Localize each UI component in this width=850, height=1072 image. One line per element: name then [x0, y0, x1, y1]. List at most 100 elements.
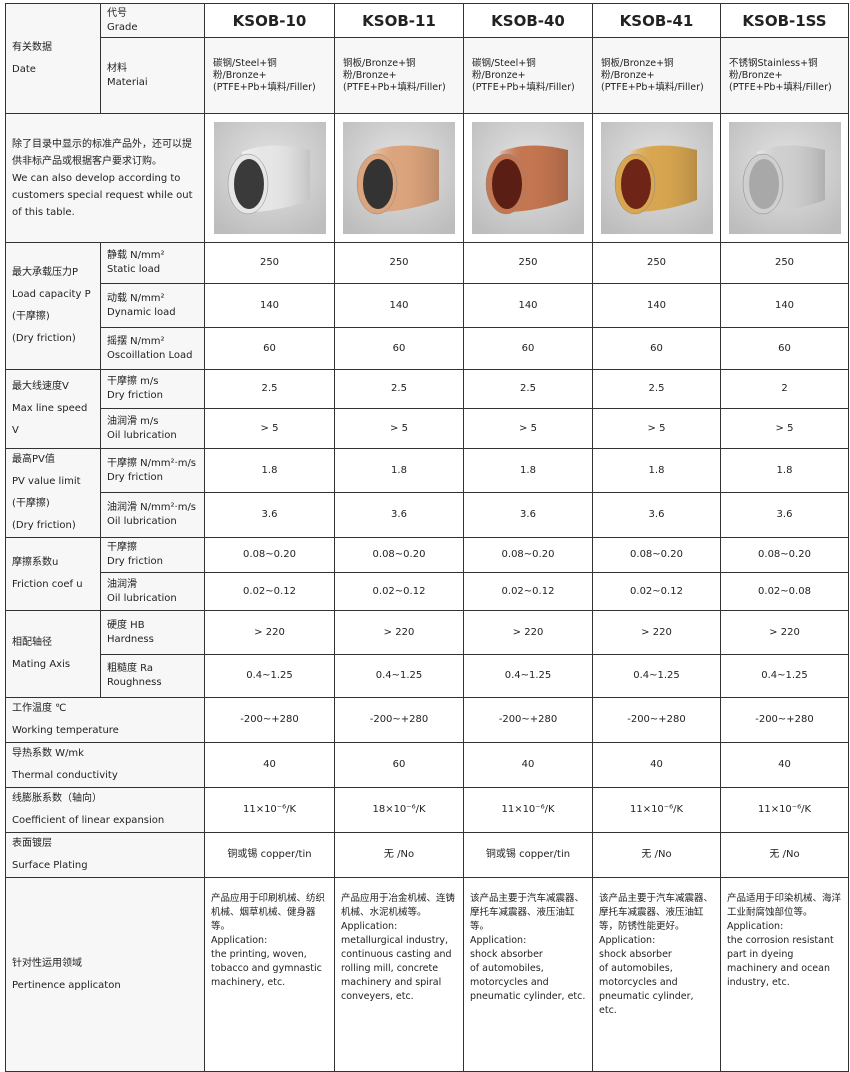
- product-grade: KSOB-11: [334, 3, 464, 38]
- bearing-image: [728, 122, 841, 234]
- value-cell: 0.02~0.12: [204, 572, 335, 611]
- table-row: 油润滑 N/mm²·m/s Oil lubrication 3.6 3.6 3.6 3.6…: [6, 492, 849, 538]
- value-cell: > 5: [334, 408, 464, 449]
- value-cell: 1.8: [592, 448, 721, 493]
- product-grade: KSOB-10: [204, 3, 335, 38]
- row-label: 工作温度 ℃ Working temperature: [5, 697, 205, 743]
- table-row: 摇摆 N/mm² Oscoillation Load 60 60 60 60 60: [6, 327, 849, 370]
- sub-label: 油润滑 N/mm²·m/s Oil lubrication: [100, 492, 205, 538]
- label-text: Static load: [107, 264, 161, 275]
- label-text: 线膨胀系数（轴向）: [12, 793, 102, 804]
- label-text: 动载 N/mm²: [107, 292, 165, 304]
- value-cell: 3.6: [204, 492, 335, 538]
- value-cell: 250: [463, 242, 593, 284]
- custom-order-note: 除了目录中显示的标准产品外，还可以提供非标产品或根据客户要求订购。 We can …: [5, 113, 205, 243]
- label-text: 最高PV值: [12, 454, 55, 465]
- value-cell: 1.8: [720, 448, 849, 493]
- value-cell: 0.4~1.25: [720, 654, 849, 698]
- product-material: 铜板/Bronze+铜粉/Bronze+(PTFE+Pb+填料/Filler): [334, 37, 464, 114]
- value-cell: 2: [720, 369, 849, 409]
- value-cell: 0.02~0.12: [463, 572, 593, 611]
- label-text: 相配轴径: [12, 637, 52, 648]
- bearing-image: [472, 122, 584, 234]
- value-cell: 60: [463, 327, 593, 370]
- label-text: Roughness: [107, 677, 162, 688]
- table-row: 油润滑 m/s Oil lubrication > 5 > 5 > 5 > 5 > 5: [6, 408, 849, 449]
- label-text: Coefficient of linear expansion: [12, 815, 165, 826]
- group-label: 最大线速度V Max line speed V: [5, 369, 101, 449]
- value-cell: 60: [592, 327, 721, 370]
- value-cell: -200~+280: [720, 697, 849, 743]
- label-text: Dry friction: [107, 471, 163, 483]
- label-text: 有关数据: [12, 41, 52, 53]
- value-cell: 140: [334, 283, 464, 328]
- grade-label: 代号 Grade: [100, 3, 205, 38]
- label-text: 油润滑: [107, 578, 137, 590]
- label-text: Oil lubrication: [107, 516, 177, 527]
- value-cell: -200~+280: [592, 697, 721, 743]
- material-label: 材料 Materiai: [100, 37, 205, 114]
- table-row: 最大承载压力P Load capacity P (干摩擦) (Dry friction…: [5, 242, 849, 370]
- value-cell: 1.8: [204, 448, 335, 493]
- bearing-image: [600, 122, 713, 234]
- product-image: [720, 113, 849, 243]
- label-text: 静载 N/mm²: [107, 250, 165, 261]
- value-cell: 11×10⁻⁶/K: [204, 787, 335, 833]
- table-row: 针对性运用领域 Pertinence applicaton 产品应用于印刷机械、纺织…: [5, 877, 849, 1072]
- value-cell: > 220: [334, 610, 464, 655]
- label-text: Dry friction: [107, 390, 163, 401]
- value-cell: 2.5: [592, 369, 721, 409]
- value-cell: 0.08~0.20: [463, 537, 593, 573]
- value-cell: 140: [720, 283, 849, 328]
- value-cell: 0.4~1.25: [592, 654, 721, 698]
- value-cell: 11×10⁻⁶/K: [592, 787, 721, 833]
- bearing-image: [213, 122, 326, 234]
- product-material: 碳钢/Steel+铜粉/Bronze+(PTFE+Pb+填料/Filler): [204, 37, 335, 114]
- table-row: 有关数据 Date 代号 Grade KSOB-10 KSOB-11 KSOB-40 KSOB…: [5, 3, 849, 114]
- label-text: Dynamic load: [107, 306, 176, 318]
- label-text: Max line speed V: [12, 403, 88, 436]
- label-text: Date: [12, 63, 36, 75]
- value-cell: 140: [463, 283, 593, 328]
- label-text: 摩擦系数u: [12, 557, 59, 568]
- label-text: PV value limit: [12, 476, 81, 487]
- product-image: [463, 113, 593, 243]
- value-cell: 11×10⁻⁶/K: [720, 787, 849, 833]
- product-material: 铜板/Bronze+铜粉/Bronze+(PTFE+Pb+填料/Filler): [592, 37, 721, 114]
- value-cell: 2.5: [463, 369, 593, 409]
- value-cell: 250: [720, 242, 849, 284]
- table-row: 粗糙度 Ra Roughness 0.4~1.25 0.4~1.25 0.4~1.25 0…: [6, 654, 849, 698]
- sub-label: 干摩擦 Dry friction: [100, 537, 205, 573]
- value-cell: > 220: [720, 610, 849, 655]
- label-text: 干摩擦 N/mm²·m/s: [107, 457, 197, 469]
- value-cell: 2.5: [204, 369, 335, 409]
- label-text: 粗糙度 Ra: [107, 663, 154, 674]
- label-text: (干摩擦): [12, 311, 50, 322]
- value-cell: 0.08~0.20: [592, 537, 721, 573]
- application-text: 该产品主要于汽车减震器、摩托车减震器、液压油缸等。 Application: s…: [463, 877, 593, 1072]
- application-text: 产品应用于冶金机械、连铸机械、水泥机械等。 Application: metal…: [334, 877, 464, 1072]
- label-text: 代号: [107, 7, 127, 19]
- label-text: 硬度 HB: [107, 619, 145, 631]
- table-row: 油润滑 Oil lubrication 0.02~0.12 0.02~0.12 0.02…: [6, 572, 849, 611]
- label-text: 干摩擦: [107, 542, 137, 553]
- group-label: 相配轴径 Mating Axis: [5, 610, 101, 698]
- value-cell: 250: [334, 242, 464, 284]
- label-text: Dry friction: [107, 556, 163, 567]
- value-cell: 40: [592, 742, 721, 788]
- group-label: 摩擦系数u Friction coef u: [5, 537, 101, 611]
- value-cell: 3.6: [720, 492, 849, 538]
- label-text: 表面镀层: [12, 838, 52, 849]
- label-text: Oil lubrication: [107, 592, 177, 604]
- label-text: Oscoillation Load: [107, 349, 193, 361]
- label-text: Surface Plating: [12, 860, 88, 871]
- product-grade: KSOB-41: [592, 3, 721, 38]
- table-row: 除了目录中显示的标准产品外，还可以提供非标产品或根据客户要求订购。 We can …: [5, 113, 849, 243]
- label-text: (干摩擦): [12, 498, 50, 509]
- table-row: 导热系数 W/mk Thermal conductivity 40 60 40 40 40: [5, 742, 849, 788]
- value-cell: 60: [204, 327, 335, 370]
- data-label: 有关数据 Date: [5, 3, 101, 114]
- value-cell: 铜或锡 copper/tin: [463, 832, 593, 878]
- value-cell: 无 /No: [334, 832, 464, 878]
- application-text: 产品适用于印染机械、海洋工业耐腐蚀部位等。 Application: the c…: [720, 877, 849, 1072]
